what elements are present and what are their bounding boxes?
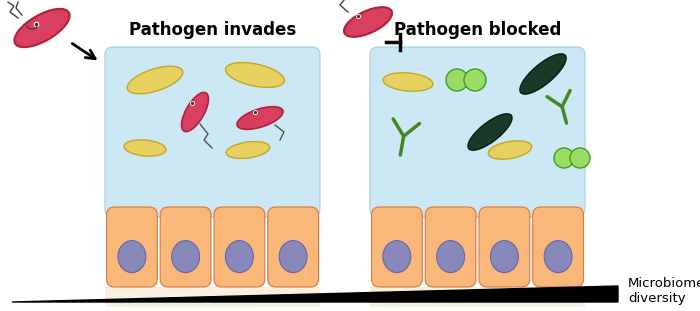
FancyBboxPatch shape xyxy=(267,207,318,287)
Ellipse shape xyxy=(226,142,270,159)
Ellipse shape xyxy=(172,241,200,273)
FancyBboxPatch shape xyxy=(214,207,265,287)
Ellipse shape xyxy=(237,107,283,129)
Ellipse shape xyxy=(225,241,253,273)
FancyBboxPatch shape xyxy=(533,207,584,287)
Ellipse shape xyxy=(489,141,532,159)
Ellipse shape xyxy=(344,7,392,37)
Ellipse shape xyxy=(554,148,574,168)
Ellipse shape xyxy=(437,241,465,273)
Ellipse shape xyxy=(383,73,433,91)
FancyBboxPatch shape xyxy=(160,207,211,287)
FancyBboxPatch shape xyxy=(426,207,476,287)
FancyBboxPatch shape xyxy=(370,47,585,217)
Text: Microbiome
diversity: Microbiome diversity xyxy=(628,277,700,305)
Ellipse shape xyxy=(124,140,166,156)
Ellipse shape xyxy=(127,66,183,94)
Ellipse shape xyxy=(468,114,512,150)
Ellipse shape xyxy=(225,63,284,87)
Ellipse shape xyxy=(383,241,411,273)
Ellipse shape xyxy=(118,241,146,273)
Ellipse shape xyxy=(181,92,209,132)
Bar xyxy=(105,287,320,307)
Ellipse shape xyxy=(544,241,572,273)
Ellipse shape xyxy=(464,69,486,91)
Ellipse shape xyxy=(570,148,590,168)
Bar xyxy=(370,287,585,307)
Ellipse shape xyxy=(491,241,518,273)
Polygon shape xyxy=(12,286,618,302)
FancyBboxPatch shape xyxy=(372,207,422,287)
Ellipse shape xyxy=(15,9,69,47)
FancyBboxPatch shape xyxy=(106,207,158,287)
Text: Pathogen blocked: Pathogen blocked xyxy=(394,21,561,39)
Ellipse shape xyxy=(520,54,566,94)
FancyBboxPatch shape xyxy=(479,207,530,287)
FancyBboxPatch shape xyxy=(105,47,320,217)
Ellipse shape xyxy=(279,241,307,273)
Ellipse shape xyxy=(446,69,468,91)
Text: Pathogen invades: Pathogen invades xyxy=(129,21,296,39)
